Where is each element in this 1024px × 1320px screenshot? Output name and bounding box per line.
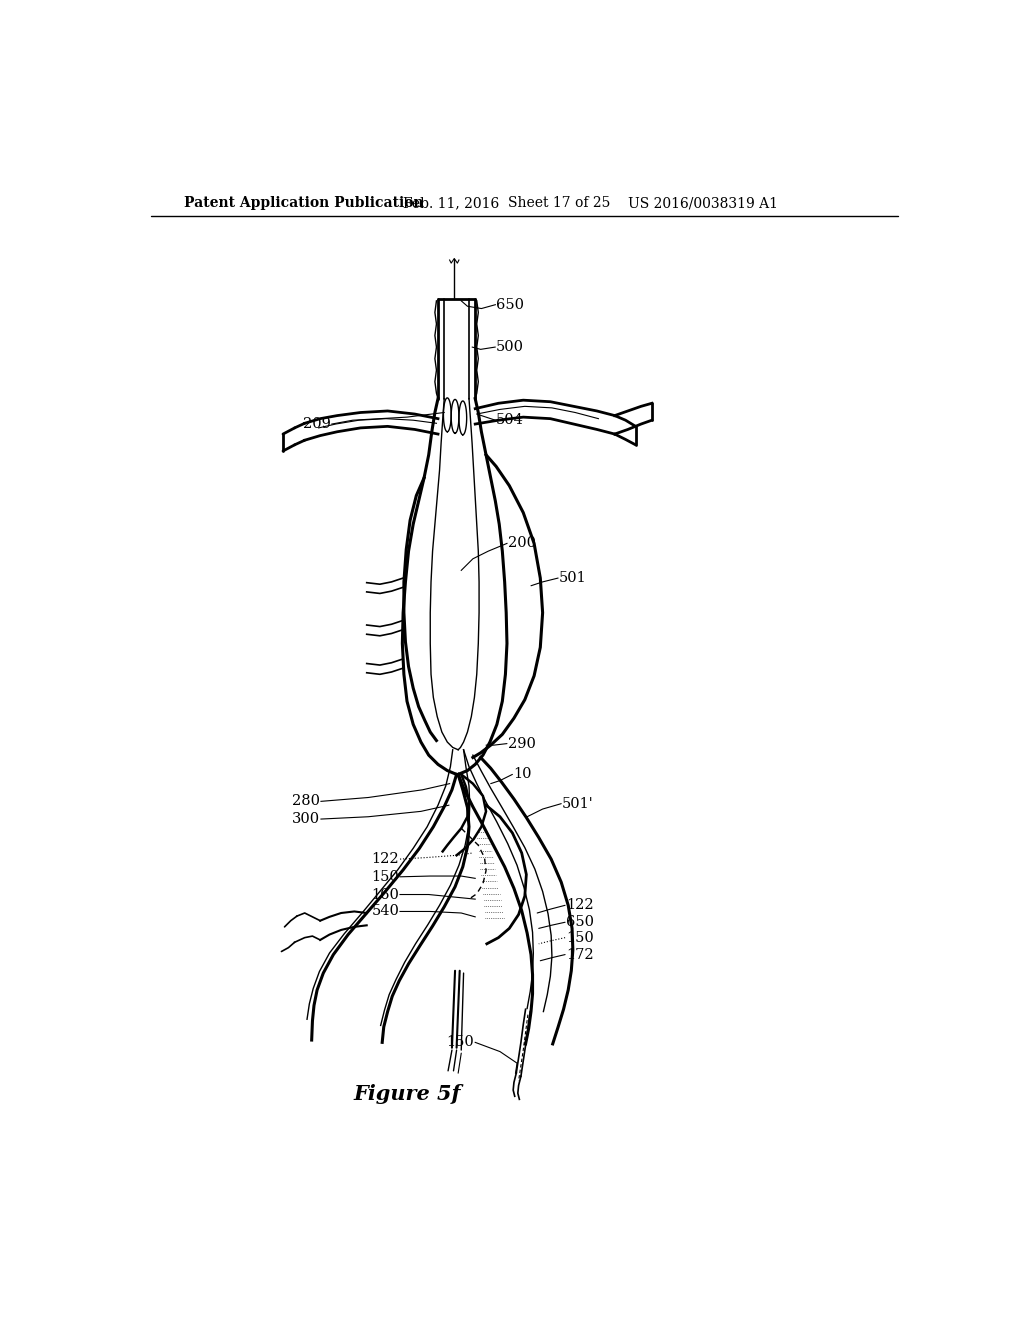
Text: 500: 500 (496, 341, 524, 354)
Text: 10: 10 (513, 767, 531, 781)
Text: 290: 290 (508, 737, 536, 751)
Text: Figure 5f: Figure 5f (353, 1084, 461, 1104)
Text: 122: 122 (566, 899, 594, 912)
Text: 501': 501' (562, 797, 594, 810)
Text: 540: 540 (372, 904, 399, 919)
Text: US 2016/0038319 A1: US 2016/0038319 A1 (628, 197, 778, 210)
Text: 650: 650 (496, 298, 524, 312)
Text: 122: 122 (372, 853, 399, 866)
Text: 280: 280 (292, 795, 321, 808)
Text: Patent Application Publication: Patent Application Publication (183, 197, 424, 210)
Text: 160: 160 (372, 887, 399, 902)
Text: 650: 650 (566, 915, 594, 929)
Text: 300: 300 (292, 812, 321, 826)
Text: 150: 150 (566, 931, 594, 945)
Text: 209: 209 (303, 417, 331, 432)
Text: 172: 172 (566, 948, 594, 961)
Text: 501: 501 (559, 572, 587, 585)
Text: 150: 150 (372, 870, 399, 884)
Text: Sheet 17 of 25: Sheet 17 of 25 (508, 197, 610, 210)
Text: Feb. 11, 2016: Feb. 11, 2016 (403, 197, 500, 210)
Text: 150: 150 (446, 1035, 474, 1049)
Text: 200: 200 (508, 536, 536, 550)
Text: 504: 504 (496, 413, 524, 428)
